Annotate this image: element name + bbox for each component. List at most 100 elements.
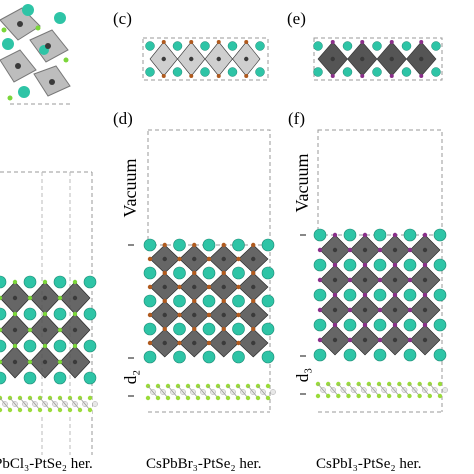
halide-atom	[377, 277, 383, 283]
cs-atom	[433, 288, 447, 302]
cs-atom	[143, 350, 157, 364]
halide-atom	[161, 74, 166, 78]
pb-atom	[251, 340, 256, 346]
se-atom	[376, 393, 382, 399]
halide-atom	[347, 277, 353, 283]
halide-atom	[317, 247, 323, 253]
vacuum-label-d: Vacuum	[120, 159, 140, 218]
cs-atom	[173, 322, 186, 336]
se-atom	[265, 395, 271, 401]
se-atom	[417, 393, 422, 399]
halide-atom	[0, 295, 3, 301]
bond	[197, 385, 204, 393]
halide-atom	[221, 298, 226, 304]
bond	[388, 383, 395, 391]
cs-atom	[0, 371, 7, 385]
cs-atom	[232, 350, 245, 364]
cs-atom	[23, 371, 37, 385]
cs-atom	[173, 266, 186, 280]
cs-atom	[0, 275, 7, 289]
panel-c: (c)	[113, 9, 269, 81]
bond	[187, 385, 194, 393]
cs-atom	[373, 258, 387, 272]
se-atom	[235, 395, 241, 401]
halide-atom	[236, 312, 241, 318]
cs-atom	[313, 288, 327, 302]
pb-atom	[162, 340, 167, 346]
pb-atom	[192, 312, 197, 318]
bond	[317, 383, 324, 391]
pb-atom	[332, 337, 338, 343]
cs-atom	[403, 318, 417, 332]
se-atom	[175, 395, 181, 401]
cs-atom	[261, 322, 275, 336]
halide-atom	[377, 247, 383, 253]
se-atom	[185, 395, 191, 401]
halide-atom	[317, 277, 323, 283]
pb-atom	[251, 312, 256, 318]
halide-atom	[206, 256, 212, 262]
halide-atom	[251, 298, 256, 304]
halide-atom	[317, 337, 323, 343]
pb-atom	[162, 284, 167, 290]
pb-atom	[392, 247, 398, 253]
se-atom	[195, 395, 201, 401]
halide-atom	[389, 74, 394, 78]
cs-atom	[227, 67, 238, 77]
halide-atom	[221, 242, 226, 248]
pb-atom	[332, 277, 338, 283]
se-atom	[315, 393, 321, 399]
se-atom	[37, 407, 43, 413]
cs-atom	[373, 228, 387, 242]
halide-atom	[422, 262, 428, 268]
caption-left: PbCl₃-PtSe₂ her.	[0, 456, 93, 472]
halide-atom	[422, 292, 428, 298]
cs-atom	[202, 266, 216, 280]
pb-atom	[332, 247, 338, 253]
halide-atom	[251, 270, 256, 276]
halide-atom	[206, 312, 212, 318]
bond	[19, 397, 26, 405]
halide-atom	[12, 279, 18, 285]
halide-atom	[332, 232, 338, 238]
halide-atom	[389, 40, 394, 44]
cs-atom	[200, 67, 210, 77]
cs-atom	[172, 41, 183, 51]
cs-atom	[373, 288, 387, 302]
cs-atom	[373, 318, 387, 332]
halide-atom	[392, 292, 398, 298]
halide-atom	[377, 307, 383, 313]
cs-atom	[83, 275, 97, 289]
bond	[348, 383, 354, 391]
pb-atom	[72, 295, 78, 301]
cs-atom	[343, 318, 357, 332]
cs-atom	[143, 294, 157, 308]
halide-atom	[162, 270, 167, 276]
halide-atom	[317, 307, 323, 313]
cs-atom	[313, 318, 327, 332]
halide-atom	[189, 40, 194, 44]
cs-atom	[232, 294, 245, 308]
halide-atom	[332, 322, 338, 328]
se-atom	[255, 395, 261, 401]
halide-atom	[72, 311, 78, 317]
bond	[79, 397, 86, 405]
se-atom	[386, 393, 392, 399]
halide-atom	[206, 284, 212, 290]
halide-atom	[57, 359, 63, 365]
panel-label-d: (d)	[113, 109, 133, 128]
left-hetero-structure	[0, 171, 98, 455]
pb-atom	[221, 256, 226, 262]
pb-atom	[422, 247, 428, 253]
halide-atom	[362, 292, 368, 298]
se-atom	[215, 395, 221, 401]
halide-atom	[162, 298, 167, 304]
se-atom	[437, 393, 443, 399]
d3-label: d₃	[293, 368, 312, 383]
cs-atom	[313, 228, 327, 242]
halide-atom	[72, 279, 78, 285]
panel-label-c: (c)	[113, 9, 132, 28]
bond	[358, 383, 365, 391]
panel-f: (f) Vacuum d₃	[288, 109, 448, 413]
pb-atom	[12, 327, 18, 333]
